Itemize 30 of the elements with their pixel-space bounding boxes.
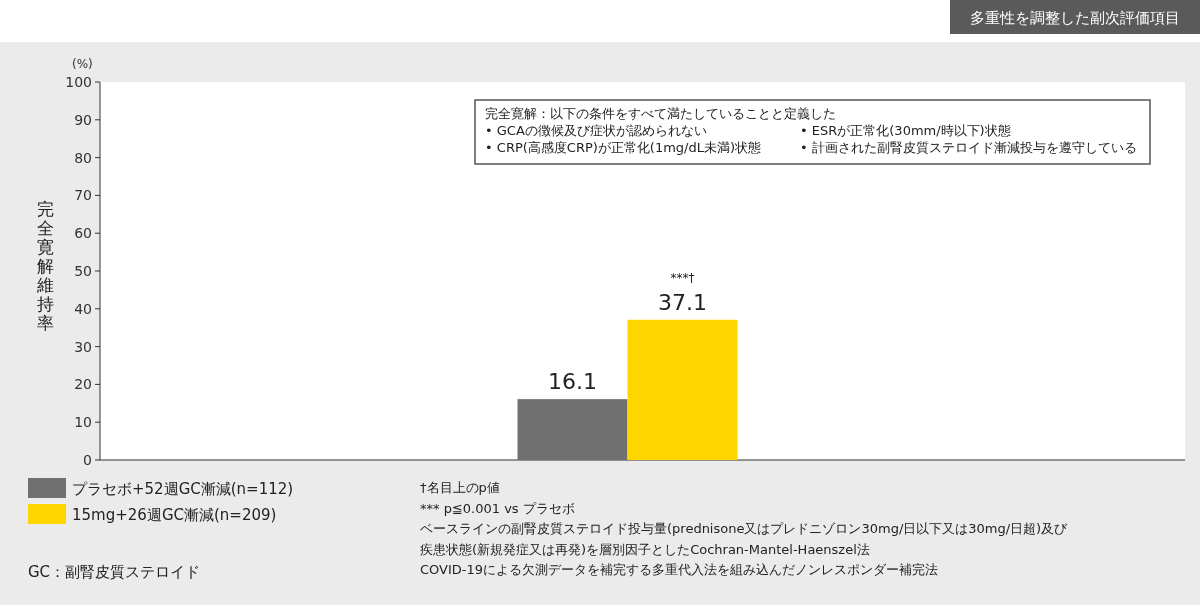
text: (%) (72, 57, 93, 71)
text: COVID-19による欠測データを補完する多重代入法を組み込んだノンレスポンダー補完法 (420, 562, 939, 577)
chart-title: 多重性を調整した副次評価項目 (970, 9, 1180, 27)
text: GC：副腎皮質ステロイド (28, 563, 201, 581)
annotation: 完全寛解：以下の条件をすべて満たしていることと定義した (485, 106, 836, 121)
data-label: 16.1 (548, 369, 597, 395)
y-tick-label: 70 (74, 187, 92, 204)
annotation: • 計画された副腎皮質ステロイド漸減投与を遵守している (800, 140, 1137, 155)
y-tick-label: 60 (74, 225, 92, 242)
y-tick-label: 10 (74, 414, 92, 431)
y-tick-label: 0 (83, 452, 92, 468)
text: ベースラインの副腎皮質ステロイド投与量(prednisone又はプレドニゾロン30mg/日以下又は30mg/日超)及び (420, 521, 1069, 536)
annotation: • CRP(高感度CRP)が正常化(1mg/dL未満)状態 (485, 140, 762, 155)
text: *** p≦0.001 vs プラセボ (420, 500, 575, 516)
y-axis-title: 完全寛解維持率 (35, 199, 54, 333)
y-tick-label: 20 (74, 376, 92, 393)
legend-label: 15mg+26週GC漸減(n=209) (72, 506, 277, 524)
y-tick-label: 50 (74, 263, 92, 279)
data-label: 37.1 (658, 289, 707, 315)
text: 疾患状態(新規発症又は再発)を層別因子としたCochran-Mantel-Haenszel法 (420, 541, 870, 557)
y-tick-label: 30 (74, 338, 92, 355)
y-tick-label: 80 (74, 149, 92, 166)
text: †名目上のp値 (420, 480, 500, 495)
annotation: • ESRが正常化(30mm/時以下)状態 (800, 123, 1011, 138)
y-tick-label: 100 (65, 74, 92, 90)
annotation: ***† (670, 270, 695, 285)
y-tick-label: 90 (74, 111, 92, 128)
y-tick-label: 40 (74, 300, 92, 317)
legend-label: プラセボ+52週GC漸減(n=112) (72, 480, 294, 498)
annotation: • GCAの徴候及び症状が認められない (485, 123, 707, 138)
